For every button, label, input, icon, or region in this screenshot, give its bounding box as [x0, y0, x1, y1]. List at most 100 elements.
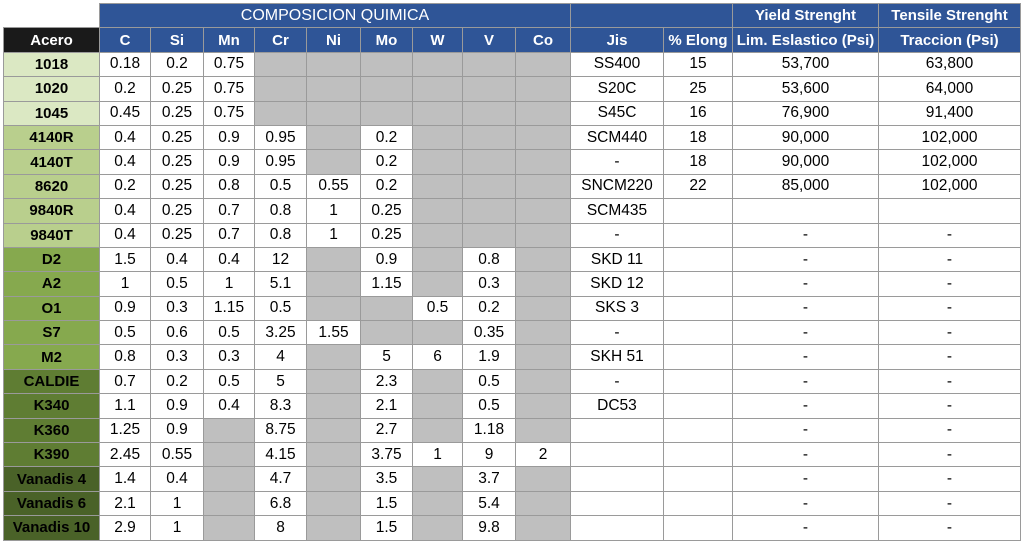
- element-cr-cell: 5: [254, 368, 307, 395]
- jis-cell: S20C: [570, 76, 664, 102]
- element-cr-cell: [254, 76, 307, 102]
- header-row: Acero C Si Mn Cr Ni Mo W V Co Jis % Elon…: [3, 27, 1021, 53]
- element-w-cell: [412, 124, 463, 151]
- element-ni-cell: [306, 490, 361, 517]
- element-c-cell: 0.45: [99, 100, 151, 126]
- element-si-cell: 0.25: [150, 222, 204, 248]
- element-c-cell: 2.45: [99, 442, 151, 468]
- yield-cell: -: [732, 466, 879, 492]
- elong-cell: [663, 417, 733, 444]
- table-body: 1018 0.18 0.2 0.75 SS400 15 53,700 63,800 1020 0.…: [3, 51, 1021, 541]
- element-mn-cell: [203, 515, 255, 541]
- element-mo-cell: 1.15: [360, 271, 413, 297]
- jis-cell: [570, 417, 664, 444]
- tensile-cell: -: [878, 271, 1021, 297]
- element-w-cell: [412, 222, 463, 248]
- element-co-cell: [515, 320, 571, 346]
- element-ni-cell: 1.55: [306, 320, 361, 346]
- element-mo-cell: 5: [360, 344, 413, 370]
- yield-cell: -: [732, 368, 879, 395]
- element-v-cell: 9.8: [462, 515, 516, 541]
- element-mn-cell: [203, 490, 255, 517]
- header-tensile: Traccion (Psi): [878, 27, 1021, 53]
- tensile-cell: 64,000: [878, 76, 1021, 102]
- element-w-cell: [412, 417, 463, 444]
- element-mn-cell: 0.4: [203, 246, 255, 273]
- element-cr-cell: 0.8: [254, 198, 307, 224]
- element-mo-cell: 0.2: [360, 124, 413, 151]
- elong-cell: [663, 442, 733, 468]
- table-row: 9840T 0.4 0.25 0.7 0.8 1 0.25- - -: [3, 222, 1021, 248]
- element-c-cell: 0.7: [99, 368, 151, 395]
- element-cr-cell: 0.95: [254, 149, 307, 175]
- element-mo-cell: 0.2: [360, 173, 413, 200]
- element-mo-cell: 0.25: [360, 198, 413, 224]
- element-mn-cell: 0.8: [203, 173, 255, 200]
- yield-cell: 85,000: [732, 173, 879, 200]
- table-row: Vanadis 6 2.1 1 6.8 1.5 5.4 - -: [3, 490, 1021, 517]
- element-c-cell: 0.18: [99, 51, 151, 78]
- element-co-cell: [515, 417, 571, 444]
- element-co-cell: [515, 295, 571, 322]
- table-row: A2 1 0.5 1 5.1 1.15 0.3 SKD 12- -: [3, 271, 1021, 297]
- tensile-cell: 102,000: [878, 124, 1021, 151]
- element-mn-cell: 0.9: [203, 124, 255, 151]
- element-si-cell: 0.2: [150, 368, 204, 395]
- jis-cell: [570, 490, 664, 517]
- yield-cell: -: [732, 490, 879, 517]
- element-mn-cell: 0.75: [203, 51, 255, 78]
- element-co-cell: [515, 515, 571, 541]
- element-w-cell: [412, 466, 463, 492]
- element-mn-cell: 0.4: [203, 393, 255, 419]
- element-ni-cell: [306, 100, 361, 126]
- jis-cell: -: [570, 368, 664, 395]
- element-cr-cell: 5.1: [254, 271, 307, 297]
- element-c-cell: 0.4: [99, 149, 151, 175]
- jis-cell: [570, 466, 664, 492]
- element-si-cell: 0.25: [150, 173, 204, 200]
- tensile-cell: -: [878, 320, 1021, 346]
- elong-cell: 16: [663, 100, 733, 126]
- element-cr-cell: 4.7: [254, 466, 307, 492]
- table-row: 1018 0.18 0.2 0.75 SS400 15 53,700 63,800: [3, 51, 1021, 78]
- element-v-cell: [462, 124, 516, 151]
- element-mn-cell: 0.9: [203, 149, 255, 175]
- element-mn-cell: 0.75: [203, 100, 255, 126]
- header-si: Si: [150, 27, 204, 53]
- element-si-cell: 0.25: [150, 76, 204, 102]
- elong-cell: [663, 246, 733, 273]
- element-ni-cell: [306, 51, 361, 78]
- yield-cell: -: [732, 515, 879, 541]
- element-ni-cell: 1: [306, 222, 361, 248]
- element-w-cell: [412, 173, 463, 200]
- table-row: M2 0.8 0.3 0.3 4 5 6 1.9 SKH 51- -: [3, 344, 1021, 370]
- header-elong: % Elong: [663, 27, 733, 53]
- elong-cell: 22: [663, 173, 733, 200]
- header-yield: Lim. Eslastico (Psi): [732, 27, 879, 53]
- element-v-cell: [462, 222, 516, 248]
- composition-band-title: COMPOSICION QUIMICA: [99, 2, 571, 29]
- element-ni-cell: [306, 246, 361, 273]
- elong-cell: [663, 490, 733, 517]
- element-w-cell: 0.5: [412, 295, 463, 322]
- element-si-cell: 1: [150, 515, 204, 541]
- tensile-cell: 91,400: [878, 100, 1021, 126]
- element-cr-cell: [254, 100, 307, 126]
- element-v-cell: [462, 100, 516, 126]
- element-w-cell: [412, 271, 463, 297]
- element-mo-cell: 3.75: [360, 442, 413, 468]
- elong-cell: 25: [663, 76, 733, 102]
- element-mn-cell: [203, 466, 255, 492]
- tensile-cell: -: [878, 246, 1021, 273]
- jis-cell: -: [570, 320, 664, 346]
- steel-name-cell: 1020: [3, 76, 100, 102]
- tensile-title: Tensile Strenght: [878, 2, 1021, 29]
- element-si-cell: 0.25: [150, 124, 204, 151]
- element-v-cell: 0.2: [462, 295, 516, 322]
- element-mn-cell: 0.75: [203, 76, 255, 102]
- element-w-cell: [412, 51, 463, 78]
- jis-cell: [570, 442, 664, 468]
- elong-cell: [663, 271, 733, 297]
- element-mo-cell: 2.1: [360, 393, 413, 419]
- steel-name-cell: 8620: [3, 173, 100, 200]
